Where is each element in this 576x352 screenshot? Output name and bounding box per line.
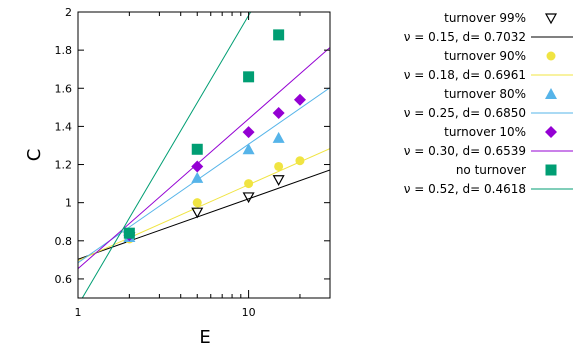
fit-line-4 <box>81 12 252 298</box>
data-point-1-3 <box>274 161 284 171</box>
data-point-2-2 <box>242 143 255 155</box>
data-markers <box>123 29 306 244</box>
legend-marker-3 <box>545 126 557 138</box>
axis-ticks: 0.6 0.8 1 1.2 1.4 1.6 1.8 2 1 10 <box>55 6 330 319</box>
data-point-0-1 <box>191 207 204 219</box>
data-point-1-1 <box>192 198 202 208</box>
y-tick-label-2: 1 <box>65 197 72 210</box>
y-tick-label-1: 0.8 <box>55 235 73 248</box>
legend-label-4: no turnover <box>456 163 526 177</box>
legend-marker-2 <box>545 88 557 99</box>
data-point-3-1 <box>191 160 204 173</box>
fit-line-1 <box>78 148 330 262</box>
legend-label-2: turnover 80% <box>444 87 526 101</box>
data-point-4-2 <box>243 71 255 83</box>
data-point-3-4 <box>293 93 306 106</box>
y-tick-label-5: 1.6 <box>55 82 73 95</box>
legend-fit-label-4: ν = 0.52, d= 0.4618 <box>404 182 526 196</box>
x-tick-label-0: 1 <box>75 306 82 319</box>
fit-lines <box>78 12 330 298</box>
legend-fit-label-1: ν = 0.18, d= 0.6961 <box>404 68 526 82</box>
legend-marker-0 <box>544 13 558 25</box>
y-axis-label: C <box>24 149 45 162</box>
data-point-2-3 <box>272 131 285 143</box>
y-tick-label-6: 1.8 <box>55 44 73 57</box>
fit-line-3 <box>78 47 330 270</box>
data-point-1-4 <box>295 156 305 166</box>
data-point-2-1 <box>191 171 204 183</box>
legend-label-0: turnover 99% <box>444 11 526 25</box>
legend-marker-4 <box>545 164 557 176</box>
legend-fit-label-3: ν = 0.30, d= 0.6539 <box>404 144 526 158</box>
legend-label-3: turnover 10% <box>444 125 526 139</box>
x-tick-label-1: 10 <box>242 306 256 319</box>
data-point-4-3 <box>273 29 285 41</box>
x-axis-label: E <box>199 327 210 348</box>
y-tick-label-3: 1.2 <box>55 159 73 172</box>
fit-line-2 <box>78 87 330 264</box>
data-point-1-2 <box>244 179 254 189</box>
data-point-4-0 <box>123 227 135 239</box>
y-tick-label-4: 1.4 <box>55 120 73 133</box>
data-point-0-3 <box>272 175 285 187</box>
legend-fit-label-2: ν = 0.25, d= 0.6850 <box>404 106 526 120</box>
data-point-0-2 <box>242 192 255 204</box>
fit-line-0 <box>78 169 330 260</box>
legend-fit-label-0: ν = 0.15, d= 0.7032 <box>404 30 526 44</box>
data-point-4-1 <box>191 143 203 155</box>
legend-label-1: turnover 90% <box>444 49 526 63</box>
data-point-3-2 <box>242 126 255 139</box>
plot-frame <box>77 11 331 299</box>
legend: turnover 99% ν = 0.15, d= 0.7032 turnover … <box>404 11 573 196</box>
y-tick-label-7: 2 <box>65 6 72 19</box>
y-tick-label-0: 0.6 <box>55 273 73 286</box>
data-point-3-3 <box>272 107 285 120</box>
legend-marker-1 <box>546 51 556 61</box>
